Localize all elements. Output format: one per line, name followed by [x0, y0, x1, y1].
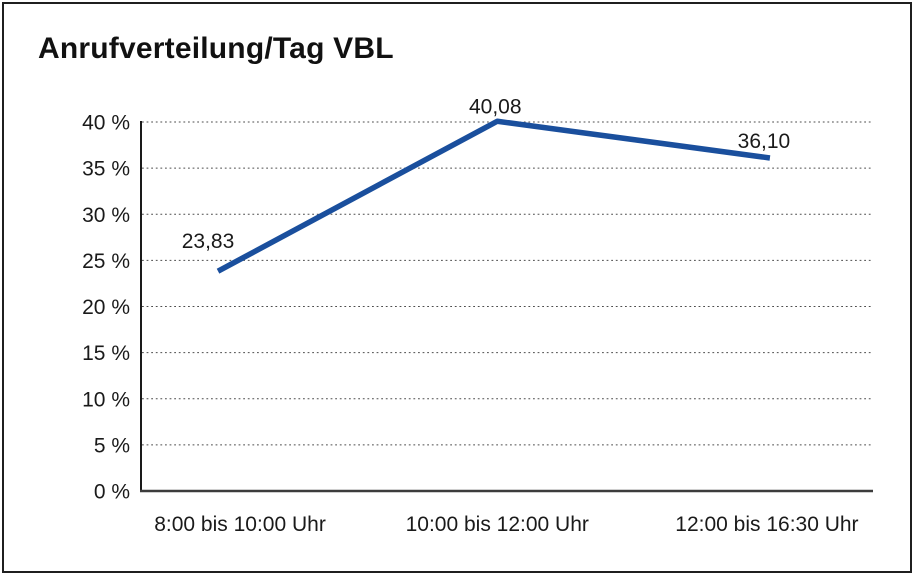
x-category-label: 10:00 bis 12:00 Uhr [406, 513, 589, 536]
y-tick-label: 0 % [94, 481, 130, 504]
data-line [216, 118, 771, 274]
y-tick-label: 20 % [82, 296, 130, 319]
y-tick-label: 5 % [94, 434, 130, 457]
x-category-label: 8:00 bis 10:00 Uhr [154, 513, 326, 536]
y-tick-label: 40 % [82, 112, 130, 135]
y-tick-label: 35 % [82, 158, 130, 181]
data-point-label: 36,10 [738, 130, 791, 153]
y-tick-label: 25 % [82, 250, 130, 273]
chart-title: Anrufverteilung/Tag VBL [38, 32, 394, 65]
y-tick-label: 15 % [82, 342, 130, 365]
y-tick-label: 10 % [82, 388, 130, 411]
data-point-label: 40,08 [469, 95, 522, 118]
x-category-label: 12:00 bis 16:30 Uhr [675, 513, 858, 536]
y-tick-label: 30 % [82, 204, 130, 227]
data-point-label: 23,83 [182, 230, 235, 253]
